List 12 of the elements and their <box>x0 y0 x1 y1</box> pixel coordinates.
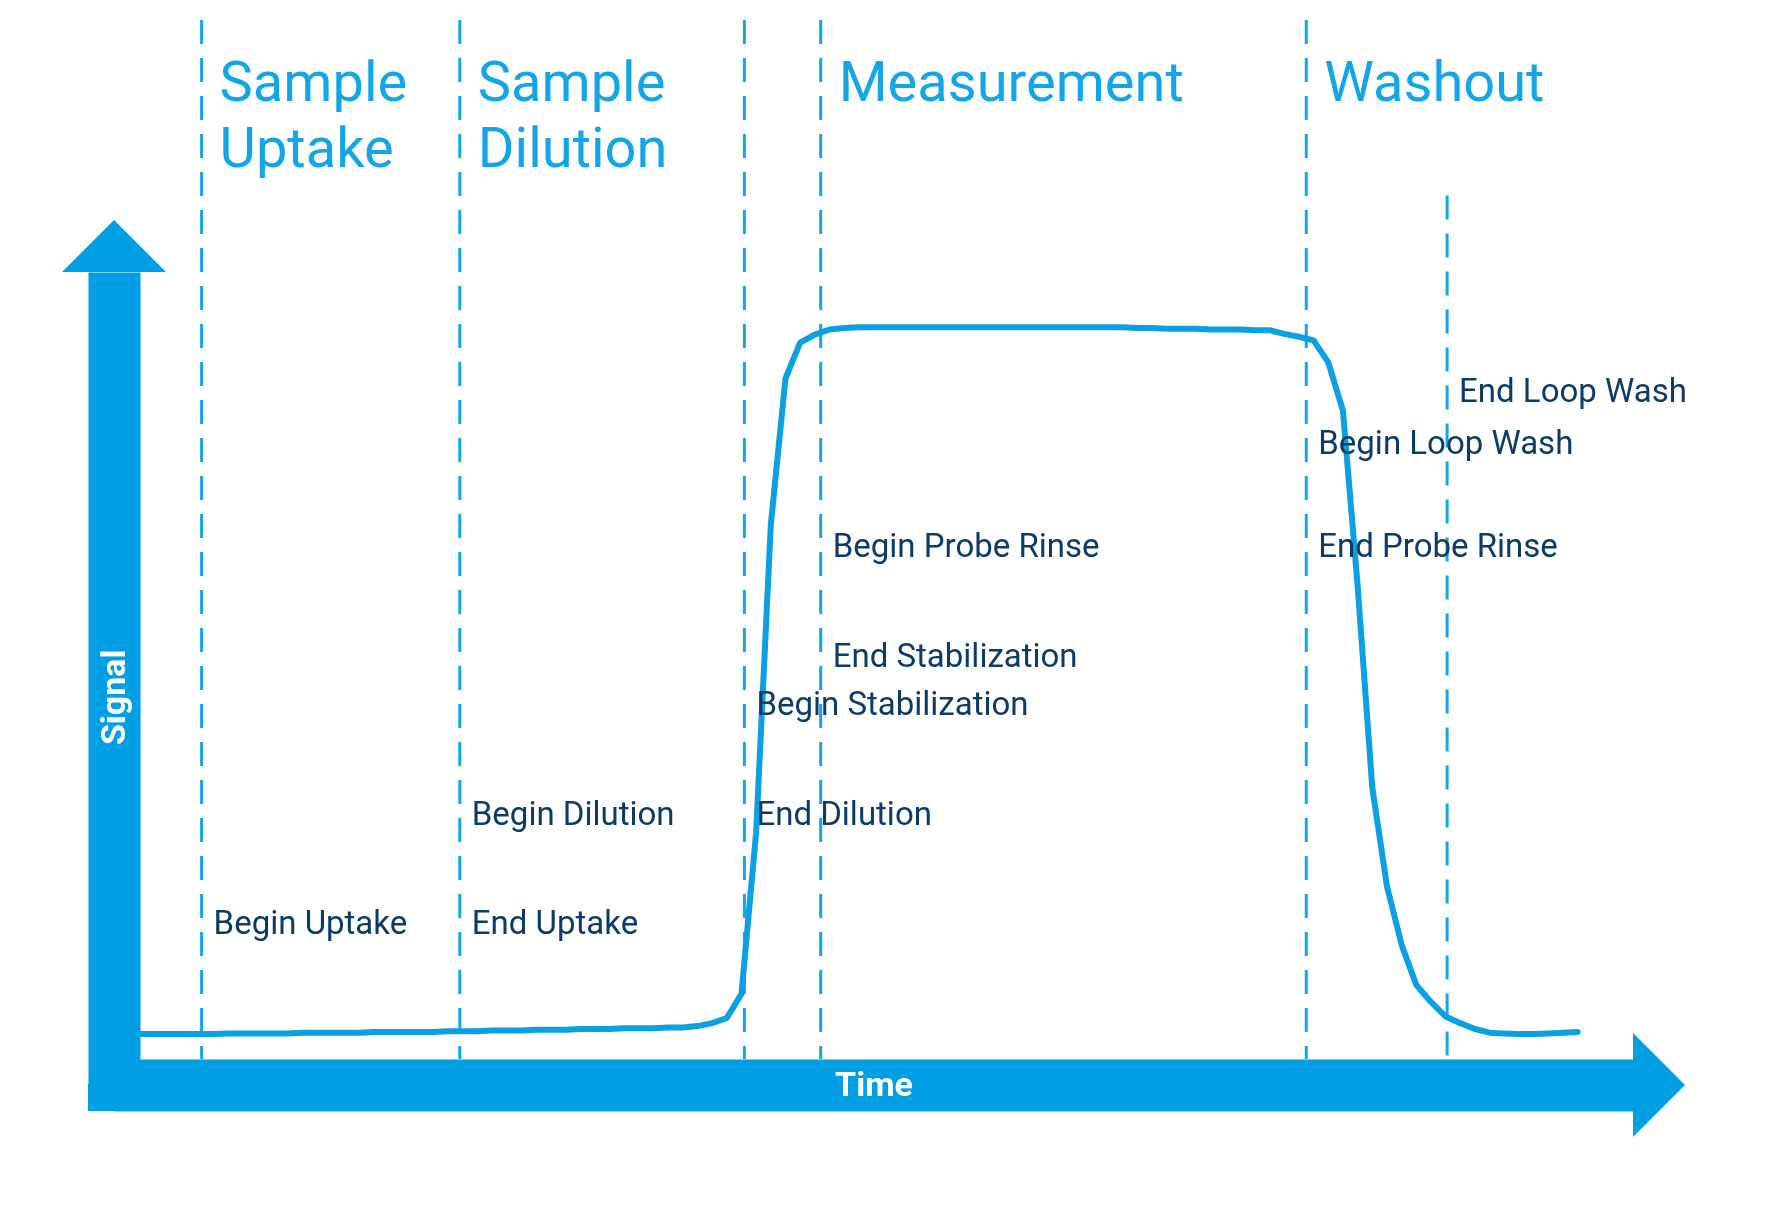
annotation: Begin Probe Rinse <box>832 525 1100 565</box>
y-axis-title: Signal <box>92 649 133 746</box>
x-axis-title: Time <box>835 1063 913 1104</box>
annotation: End Loop Wash <box>1459 371 1687 411</box>
text: Washout <box>1324 48 1545 115</box>
text: Sample Dilution <box>477 48 668 181</box>
annotation: Begin Dilution <box>471 793 675 833</box>
annotation: End Stabilization <box>832 636 1078 676</box>
text: Sample Uptake <box>219 48 408 181</box>
annotation: End Uptake <box>471 902 639 942</box>
text: Measurement <box>838 48 1184 115</box>
annotation: Begin Uptake <box>213 902 408 942</box>
